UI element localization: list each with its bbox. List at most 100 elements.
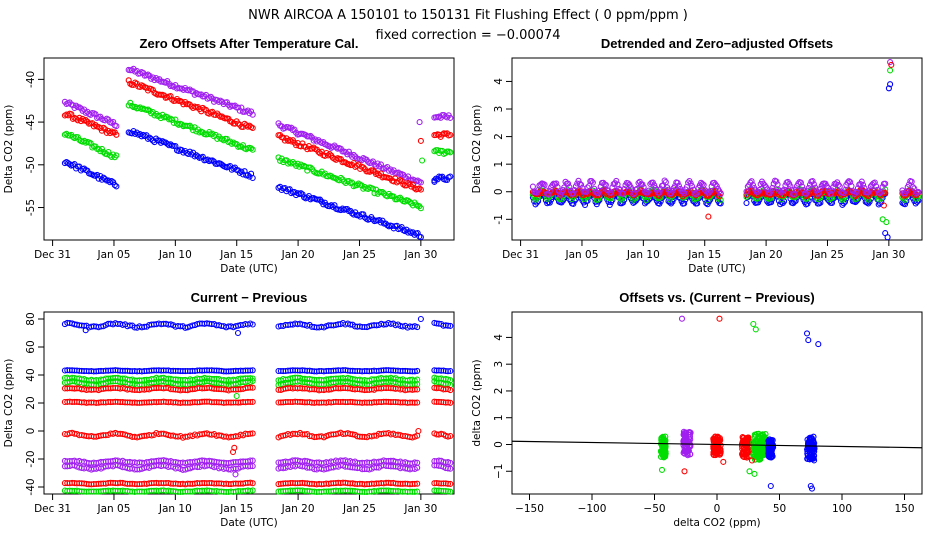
point-blue [809,441,817,448]
point-purple [749,181,756,188]
x-tick-label: 150 [894,503,914,515]
panel-zero_offsets: Zero Offsets After Temperature Cal. Dec 3… [3,36,455,275]
point-red [89,120,96,127]
point-purple [110,118,117,125]
point-purple [915,188,922,195]
outlier-point [808,485,816,492]
point-red [414,386,421,393]
point-purple [683,432,690,439]
point-red [342,159,349,166]
point-purple [699,180,706,187]
point-blue [414,230,421,237]
point-green [239,142,247,149]
point-green [358,182,365,189]
point-blue [444,322,452,329]
point-purple [249,111,256,118]
y-tick-label: -1 [493,214,505,224]
point-green [105,148,112,156]
point-blue [102,175,109,183]
x-tick-label: Jan 20 [281,503,315,515]
point-purple [908,178,915,185]
point-red [76,114,83,121]
point-purple [713,183,720,190]
point-green [417,205,424,212]
outlier-point [883,219,890,226]
point-purple [787,183,794,190]
point-red [745,449,752,456]
point-blue [444,368,452,375]
point-red [710,449,717,456]
point-blue [806,447,813,454]
point-purple [291,126,298,133]
data-points [61,65,454,241]
point-red [416,185,423,192]
point-purple [215,98,222,105]
point-green [230,139,237,146]
outlier-point [748,457,756,464]
point-purple [816,189,823,196]
point-blue [717,200,724,207]
point-purple [323,141,330,148]
outlier-point [716,315,723,322]
point-purple [876,189,884,197]
point-green [660,434,667,441]
point-green [379,189,386,196]
point-red [447,432,454,440]
point-red [249,480,256,487]
point-red [202,106,210,113]
point-blue [97,172,104,180]
y-axis-label: Delta CO2 (ppm) [3,105,15,194]
point-purple [246,110,253,117]
point-purple [858,178,865,185]
x-axis-label: Date (UTC) [220,517,277,529]
y-tick-label: -40 [25,478,37,495]
y-tick-label: 40 [25,368,37,381]
y-tick-label: 4 [493,334,505,341]
point-purple [247,457,254,464]
point-purple [690,186,697,193]
point-blue [606,201,613,209]
point-purple [565,180,572,187]
x-tick-label: 0 [714,503,721,515]
point-purple [541,181,548,188]
point-blue [299,191,306,198]
y-axis-label: Delta CO2 (ppm) [471,105,483,194]
point-blue [411,368,418,375]
point-purple [331,142,338,149]
plot-frame [511,311,923,495]
point-red [247,384,254,391]
x-tick-label: 100 [832,503,852,515]
y-axis-label: Delta CO2 (ppm) [3,359,15,448]
point-purple [774,181,781,188]
x-tick-label: Jan 25 [810,249,844,261]
point-purple [634,185,641,192]
outlier-point [880,202,887,209]
point-purple [570,190,577,197]
point-purple [447,465,454,472]
point-purple [571,187,578,194]
outlier-point [678,315,686,322]
point-purple [350,151,357,158]
y-tick-label: 4 [493,78,505,85]
outlier-point [752,326,759,333]
panel-offsets_vs_cp: Offsets vs. (Current − Previous)−150 −100… [471,290,923,529]
outlier-point [887,81,894,88]
point-red [369,167,376,174]
point-blue [249,174,256,182]
point-purple [684,452,691,459]
point-purple [814,190,821,197]
point-green [249,146,256,153]
point-purple [882,180,889,187]
x-tick-label: Jan 05 [565,249,599,261]
point-purple [684,449,691,456]
point-red [444,480,452,487]
point-purple [840,190,847,197]
outlier-point [885,85,892,92]
point-blue [94,171,101,178]
point-green [411,488,418,495]
point-red [247,430,254,437]
x-tick-label: −100 [578,503,607,515]
point-green [447,488,454,495]
point-red [82,117,89,124]
point-purple [613,177,620,184]
